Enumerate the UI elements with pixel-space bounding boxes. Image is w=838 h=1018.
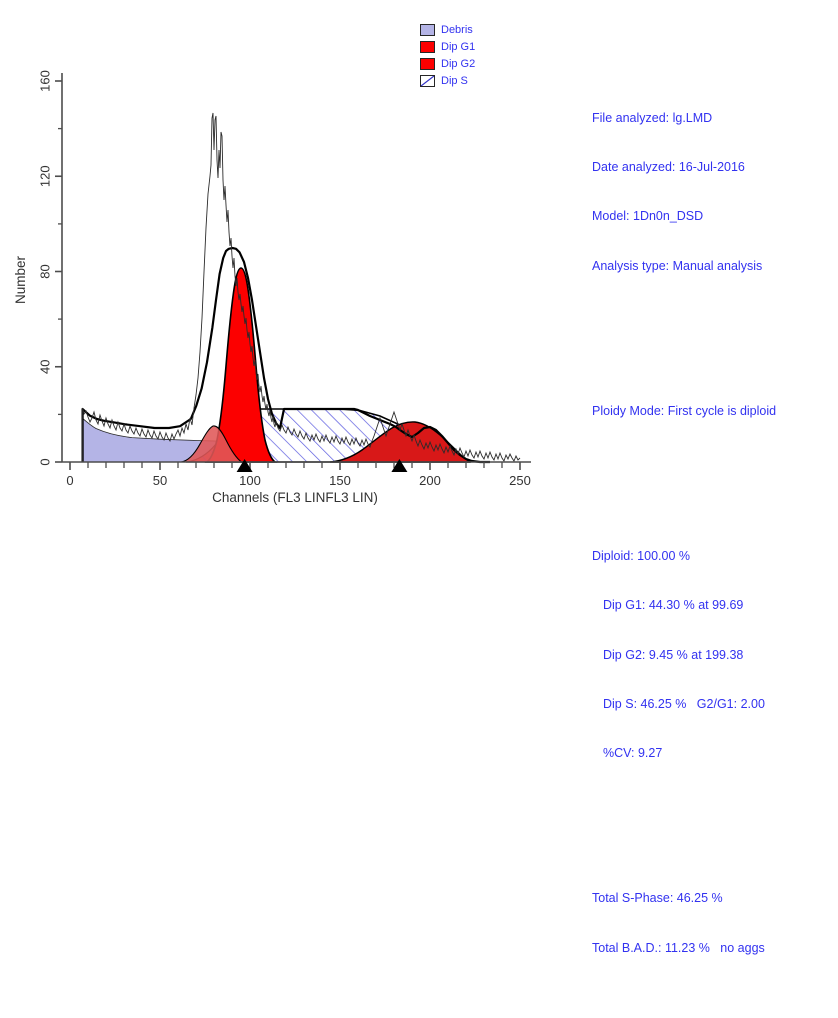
- hatch-icon: [421, 76, 434, 86]
- report-total-bad: Total B.A.D.: 11.23 % no aggs: [592, 940, 765, 955]
- report-analysis-type: Analysis type: Manual analysis: [592, 258, 763, 273]
- x-axis-ticks: [69, 462, 521, 470]
- x-axis-tick-labels: 0 50 100 150 200 250: [66, 473, 530, 488]
- report-model: Model: 1Dn0n_DSD: [592, 209, 704, 224]
- report-dip-g1: Dip G1: 44.30 % at 99.69: [603, 598, 744, 613]
- svg-text:160: 160: [37, 70, 52, 92]
- report-dip-s: Dip S: 46.25 % G2/G1: 2.00: [603, 696, 765, 711]
- report-ploidy-mode: Ploidy Mode: First cycle is diploid: [592, 403, 777, 418]
- y-axis-ticks: [55, 80, 62, 463]
- report-file-analyzed: File analyzed: lg.LMD: [592, 111, 713, 126]
- x-axis-minor-ticks: [87, 462, 503, 468]
- svg-text:0: 0: [37, 458, 52, 465]
- chart-legend: Debris Dip G1 Dip G2 Dip S: [420, 22, 540, 90]
- report-group-ploidy: Ploidy Mode: First cycle is diploid: [592, 370, 838, 452]
- report-total-s-phase: Total S-Phase: 46.25 %: [592, 891, 723, 906]
- legend-label-dip-g2: Dip G2: [441, 58, 476, 70]
- legend-label-dip-g1: Dip G1: [441, 41, 476, 53]
- y-axis-title: Number: [13, 255, 28, 304]
- fitted-model-curve: [81, 246, 490, 464]
- legend-label-debris: Debris: [441, 24, 473, 36]
- svg-text:100: 100: [239, 473, 261, 488]
- report-group-sphase: Total S-Phase: 46.25 % Total B.A.D.: 11.…: [592, 858, 838, 989]
- g1-marker-triangle[interactable]: [236, 459, 253, 472]
- svg-text:50: 50: [153, 473, 167, 488]
- svg-text:150: 150: [329, 473, 351, 488]
- legend-item-dip-s[interactable]: Dip S: [420, 73, 540, 89]
- svg-text:80: 80: [37, 264, 52, 278]
- histogram-plot: 0 40 80 120 160 Number: [13, 70, 531, 505]
- y-axis-minor-ticks: [58, 127, 62, 416]
- legend-item-dip-g1[interactable]: Dip G1: [420, 39, 540, 55]
- report-dip-g2: Dip G2: 9.45 % at 199.38: [603, 647, 744, 662]
- svg-text:40: 40: [37, 360, 52, 374]
- legend-swatch-dip-s: [420, 75, 435, 87]
- legend-label-dip-s: Dip S: [441, 75, 468, 87]
- analysis-report: File analyzed: lg.LMD Date analyzed: 16-…: [592, 28, 838, 1018]
- g2-marker-triangle[interactable]: [391, 459, 408, 472]
- svg-text:120: 120: [37, 165, 52, 187]
- modfit-analysis-window: 0 40 80 120 160 Number: [0, 0, 776, 955]
- legend-swatch-dip-g2: [420, 58, 435, 70]
- svg-text:0: 0: [66, 473, 73, 488]
- y-axis-tick-labels: 0 40 80 120 160: [37, 70, 52, 465]
- svg-text:250: 250: [509, 473, 531, 488]
- report-group-cycle: Diploid: 100.00 % Dip G1: 44.30 % at 99.…: [592, 515, 838, 794]
- report-group-file: File analyzed: lg.LMD Date analyzed: 16-…: [592, 77, 838, 307]
- raw-data-curve: [82, 112, 521, 463]
- legend-swatch-dip-g1: [420, 41, 435, 53]
- dip-g1-area: [204, 267, 278, 463]
- legend-item-dip-g2[interactable]: Dip G2: [420, 56, 540, 72]
- dna-histogram-chart: 0 40 80 120 160 Number: [0, 0, 575, 509]
- report-date-analyzed: Date analyzed: 16-Jul-2016: [592, 160, 745, 175]
- g1-s-overlap-lobe: [180, 425, 244, 463]
- legend-swatch-debris: [420, 24, 435, 36]
- report-diploid: Diploid: 100.00 %: [592, 549, 690, 564]
- svg-text:200: 200: [419, 473, 441, 488]
- legend-item-debris[interactable]: Debris: [420, 22, 540, 38]
- report-cv: %CV: 9.27: [603, 746, 663, 761]
- x-axis-title: Channels (FL3 LINFL3 LIN): [212, 490, 378, 505]
